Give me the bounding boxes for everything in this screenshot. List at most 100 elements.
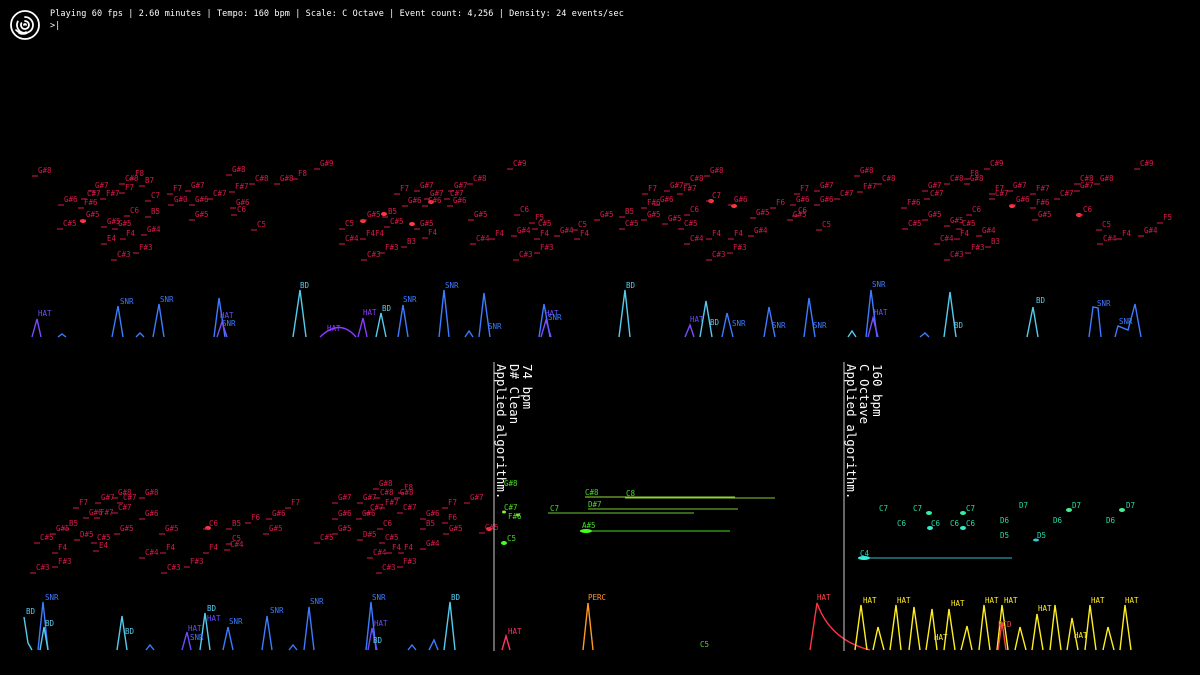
note-label: F4 bbox=[58, 543, 68, 552]
note-label: C6 bbox=[972, 205, 982, 214]
note-label: C#4 bbox=[940, 234, 954, 243]
top-drum-waveforms bbox=[31, 289, 1142, 338]
note-label: C#5 bbox=[40, 533, 54, 542]
note-label: F#6 bbox=[647, 198, 661, 207]
note-label: G#5 bbox=[269, 524, 283, 533]
drum-label: PERC bbox=[588, 593, 606, 602]
note-label: F5 bbox=[535, 213, 544, 222]
drum-label: SNR bbox=[813, 321, 827, 330]
drum-label: HAT bbox=[874, 308, 888, 317]
note-label: D#5 bbox=[363, 530, 377, 539]
note-label: G#7 bbox=[95, 181, 109, 190]
note-label: G#5 bbox=[120, 524, 134, 533]
note-label: G#0 bbox=[174, 195, 188, 204]
note-label: C#7 bbox=[930, 189, 944, 198]
drum-label: HAT bbox=[985, 596, 999, 605]
note-label: C#5 bbox=[320, 533, 334, 542]
note-label: C6 bbox=[950, 519, 960, 528]
green-note-labels: G#8 C#7F#6 C5 C#8 C8 D#7 C7 A#5 C5 bbox=[504, 479, 709, 649]
note-label: G#8 bbox=[970, 174, 984, 183]
note-label: G#8 bbox=[232, 165, 246, 174]
note-label: D#7 bbox=[588, 500, 602, 509]
note-label: F#3 bbox=[190, 557, 204, 566]
note-label: C#7 bbox=[840, 189, 854, 198]
note-label: F4 bbox=[209, 543, 219, 552]
note-label: G#5 bbox=[756, 208, 770, 217]
note-label: F4 bbox=[495, 229, 505, 238]
note-label: F#7 bbox=[106, 189, 120, 198]
note-label: G#5 bbox=[118, 219, 132, 228]
note-label: G#7 bbox=[430, 189, 444, 198]
note-label: C#8 bbox=[882, 174, 896, 183]
note-label: B5 bbox=[625, 207, 634, 216]
note-label: B5 bbox=[232, 519, 241, 528]
marker-2-scale: C Octave bbox=[857, 364, 872, 424]
drum-label: SNR bbox=[270, 606, 284, 615]
note-label: D6 bbox=[1106, 516, 1116, 525]
note-label: F6 bbox=[251, 513, 261, 522]
note-label: G#8 bbox=[1100, 174, 1114, 183]
note-label: F4 bbox=[734, 229, 744, 238]
note-label: C#3 bbox=[117, 250, 131, 259]
note-label: F7 bbox=[448, 498, 457, 507]
drum-label: BD bbox=[954, 321, 964, 330]
note-label: C#7 bbox=[450, 189, 464, 198]
note-label: F#3 bbox=[139, 243, 153, 252]
drum-label: HAT bbox=[951, 599, 965, 608]
drum-label: BD bbox=[26, 607, 36, 616]
drum-label: BD bbox=[300, 281, 310, 290]
note-label: G#6 bbox=[362, 509, 376, 518]
note-label: C6 bbox=[966, 519, 976, 528]
note-label: G#6 bbox=[734, 195, 748, 204]
note-label: G#7 bbox=[420, 181, 434, 190]
note-label: C7 bbox=[879, 504, 888, 513]
note-label: C#7 bbox=[118, 503, 132, 512]
note-label: C#4 bbox=[476, 234, 490, 243]
note-label: C7 bbox=[966, 504, 975, 513]
drum-label: BD bbox=[125, 627, 135, 636]
note-label: B5 bbox=[426, 519, 435, 528]
drum-label: HAT bbox=[508, 627, 522, 636]
note-label: F7 bbox=[291, 498, 300, 507]
drum-label: HAT bbox=[38, 309, 52, 318]
drum-label: BD bbox=[207, 604, 217, 613]
note-label: F4 bbox=[540, 229, 550, 238]
note-label: G#9 bbox=[320, 159, 334, 168]
marker-1-tempo: 74 bpm bbox=[520, 364, 535, 409]
note-label: G#5 bbox=[1038, 210, 1052, 219]
note-label: C#8 bbox=[380, 488, 394, 497]
note-label: D7 bbox=[1072, 501, 1081, 510]
note-label: C6 bbox=[798, 206, 808, 215]
note-label: C7 bbox=[913, 504, 922, 513]
note-label: G#8 bbox=[379, 479, 393, 488]
note-label: C7 bbox=[550, 504, 559, 513]
note-label: G#7 bbox=[191, 181, 205, 190]
marker-2-tempo: 160 bpm bbox=[870, 364, 885, 417]
note-label: F#6 bbox=[84, 198, 98, 207]
command-prompt[interactable]: >| bbox=[50, 21, 61, 31]
note-label: F4 bbox=[404, 543, 414, 552]
note-label: G#5 bbox=[107, 217, 121, 226]
note-label: C#5 bbox=[962, 219, 976, 228]
note-label: C4 bbox=[860, 549, 870, 558]
note-label: G#5 bbox=[195, 210, 209, 219]
note-label: B7 bbox=[145, 176, 154, 185]
drum-label: HAT bbox=[1038, 604, 1052, 613]
note-label: G#6 bbox=[195, 195, 209, 204]
note-label: G#6 bbox=[820, 195, 834, 204]
note-label: C#3 bbox=[950, 250, 964, 259]
note-label: G#5 bbox=[420, 219, 434, 228]
note-label: E4 bbox=[99, 541, 109, 550]
note-label: G#5 bbox=[793, 210, 807, 219]
note-label: F4 bbox=[126, 229, 136, 238]
note-label: G#8 bbox=[710, 166, 724, 175]
note-label: G#5 bbox=[600, 210, 614, 219]
drum-label: SNR bbox=[488, 322, 502, 331]
drum-label: HAT bbox=[1091, 596, 1105, 605]
note-label: C7 bbox=[151, 191, 160, 200]
note-label: C#4 bbox=[145, 548, 159, 557]
note-label: F4 bbox=[428, 228, 438, 237]
note-label: C#3 bbox=[382, 563, 396, 572]
